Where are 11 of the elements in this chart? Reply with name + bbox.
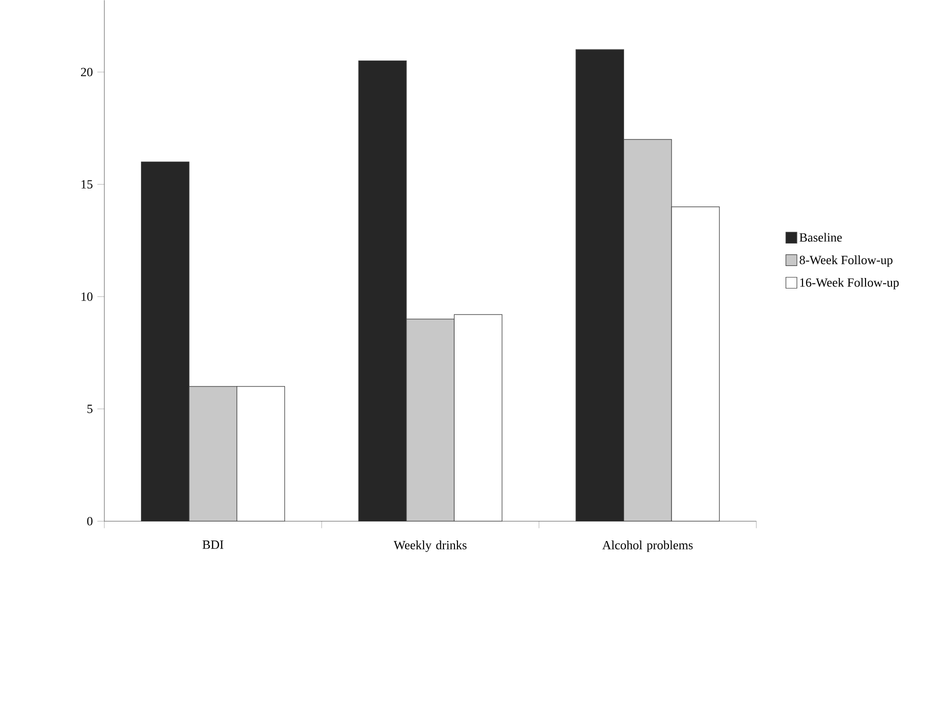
x-tick-label: Weekly drinks [394,540,467,552]
legend-label: Baseline [800,232,842,242]
y-tick-label: 10 [82,292,92,301]
y-tick-label: 0 [87,516,92,526]
y-tick-label: 5 [87,404,92,414]
y-tick-label: 20 [81,68,92,76]
x-tick-label: Alcohol problems [602,540,693,552]
legend-label: 8-Week Follow-up [800,255,892,267]
x-tick-label: BDI [202,540,224,549]
legend-label: 16-Week Follow-up [800,278,899,290]
y-tick-label: 15 [82,180,92,188]
